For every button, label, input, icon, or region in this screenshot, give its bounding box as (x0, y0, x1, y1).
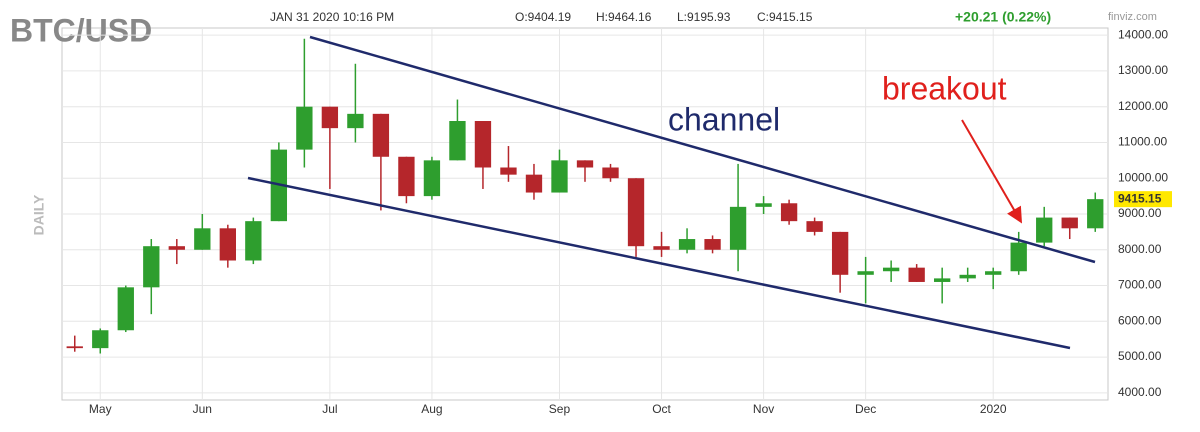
candle-body (1010, 242, 1027, 272)
candle-body (934, 278, 951, 282)
y-tick-label: 5000.00 (1118, 349, 1162, 363)
candle-body (423, 160, 441, 197)
candle-body (117, 287, 134, 331)
channel-lower-line (247, 176, 1071, 350)
quote-open: O:9404.19 (515, 10, 571, 24)
candle-body (347, 113, 364, 129)
x-tick-label: May (89, 402, 112, 416)
candle-body (831, 231, 849, 275)
quote-low: L:9195.93 (677, 10, 731, 24)
y-tick-label: 4000.00 (1118, 385, 1162, 399)
candle-body (729, 206, 747, 250)
candle-body (168, 246, 185, 250)
quote-high: H:9464.16 (596, 10, 652, 24)
candle-body (959, 274, 976, 279)
candle-body (908, 267, 925, 282)
candle-body (296, 106, 313, 150)
candle-body (627, 178, 645, 247)
y-tick-label: 8000.00 (1118, 242, 1162, 256)
breakout-arrow (961, 119, 1023, 224)
candle-body (551, 160, 568, 193)
y-tick-label: 11000.00 (1118, 135, 1167, 149)
candle-body (245, 221, 262, 261)
channel-upper-line (309, 35, 1096, 264)
y-tick-label: 13000.00 (1118, 63, 1168, 77)
x-tick-label: Jul (322, 402, 337, 416)
x-tick-label: Jun (193, 402, 212, 416)
x-tick-label: Nov (753, 402, 774, 416)
candle-body (372, 113, 390, 157)
y-tick-label: 14000.00 (1118, 27, 1168, 41)
y-tick-label: 6000.00 (1118, 313, 1162, 327)
x-tick-label: Dec (855, 402, 876, 416)
candle-body (92, 330, 109, 349)
change: +20.21 (0.22%) (955, 9, 1051, 25)
x-tick-label: 2020 (980, 402, 1007, 416)
candle-body (398, 156, 415, 197)
timestamp: JAN 31 2020 10:16 PM (270, 10, 394, 24)
candle-body (1061, 217, 1078, 229)
y-tick-label: 9000.00 (1118, 206, 1162, 220)
candle-body (755, 203, 772, 207)
candles (66, 38, 1104, 354)
candle-body (500, 167, 517, 175)
annotation-breakout: breakout (882, 70, 1007, 106)
candle-body (1087, 199, 1104, 229)
last-price-tag (1114, 191, 1172, 208)
candle-body (678, 239, 696, 250)
candle-body (474, 121, 492, 168)
y-tick-label: 10000.00 (1118, 170, 1168, 184)
y-tick-label: 12000.00 (1118, 99, 1168, 113)
candle-body (602, 167, 619, 179)
candle-body (882, 267, 900, 272)
candle-body (321, 106, 339, 129)
candle-body (576, 160, 594, 168)
last-price-label: 9415.15 (1118, 191, 1162, 205)
quote-close: C:9415.15 (757, 10, 813, 24)
candle-body (143, 246, 160, 288)
candle-body (780, 203, 798, 222)
x-tick-label: Oct (652, 402, 671, 416)
y-axis-label: DAILY (31, 194, 47, 235)
candle-body (806, 221, 823, 232)
source: finviz.com (1108, 11, 1157, 23)
candle-body (857, 271, 874, 275)
candle-body (66, 346, 83, 349)
candle-body (704, 239, 721, 250)
x-tick-label: Sep (549, 402, 571, 416)
chart-title: BTC/USD (10, 12, 152, 48)
candle-body (525, 174, 543, 193)
candle-body (449, 121, 466, 161)
candle-body (985, 271, 1002, 275)
candle-body (194, 228, 211, 250)
candle-body (1036, 217, 1053, 243)
annotation-channel: channel (668, 101, 780, 137)
candle-body (653, 246, 670, 250)
x-tick-label: Aug (421, 402, 442, 416)
candle-body (219, 228, 236, 261)
y-tick-label: 7000.00 (1118, 278, 1162, 292)
